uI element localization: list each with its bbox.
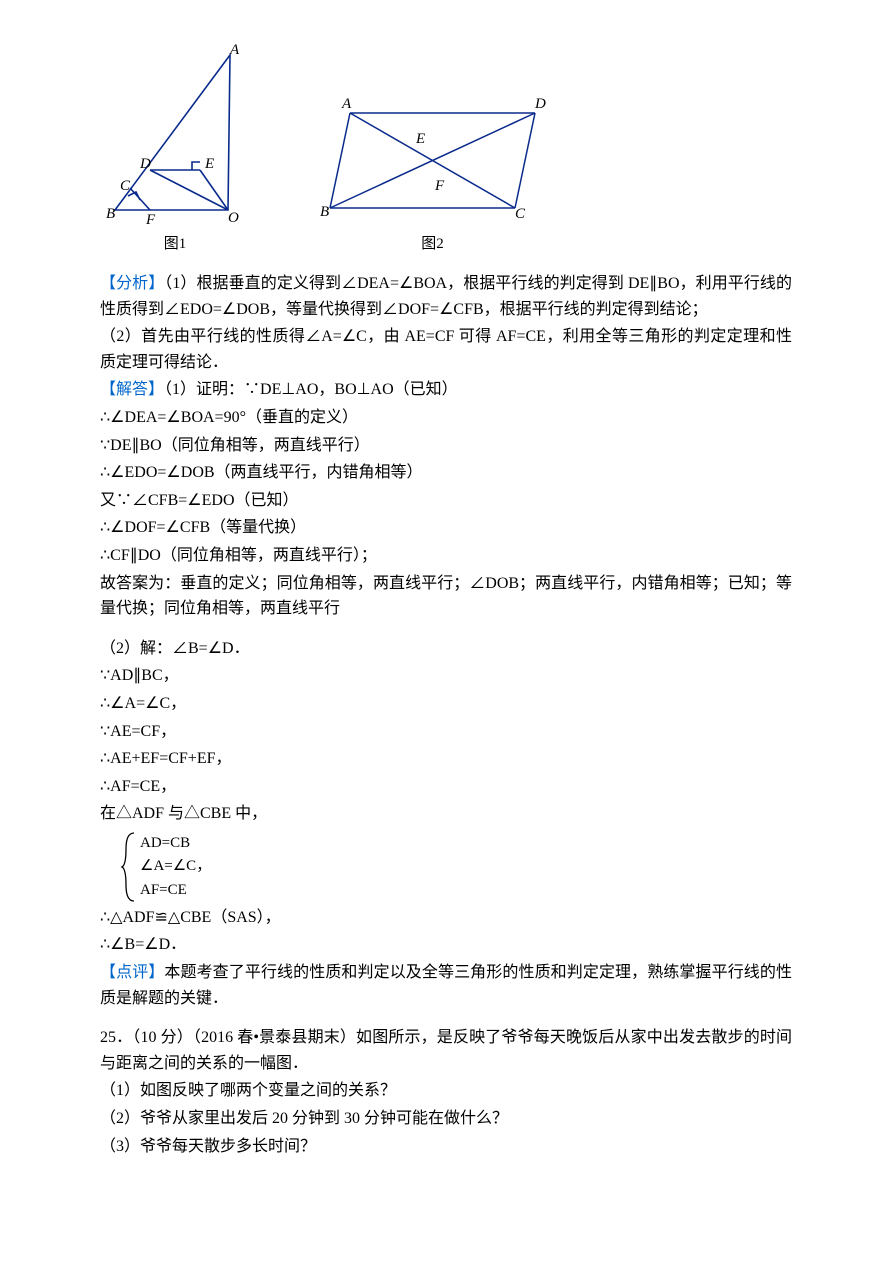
analysis-p1: 【分析】（1）根据垂直的定义得到∠DEA=∠BOA，根据平行线的判定得到 DE∥… [100, 271, 792, 322]
analysis-p2: （2）首先由平行线的性质得∠A=∠C，由 AE=CF 可得 AF=CE，利用全等… [100, 324, 792, 375]
brace-row-1: AD=CB [138, 832, 211, 855]
part2-l8: ∴∠B=∠D． [100, 932, 792, 958]
solve-l5: ∴∠DOF=∠CFB（等量代换） [100, 515, 792, 541]
svg-text:C: C [515, 206, 526, 222]
solve-l4: 又∵∠CFB=∠EDO（已知） [100, 488, 792, 514]
solve-label: 【解答】 [100, 381, 164, 398]
q25-q2: （2）爷爷从家里出发后 20 分钟到 30 分钟可能在做什么？ [100, 1106, 792, 1132]
figure-2-svg: A D B C E F [310, 88, 555, 228]
analysis-p1-text: （1）根据垂直的定义得到∠DEA=∠BOA，根据平行线的判定得到 DE∥BO，利… [100, 275, 792, 318]
svg-text:A: A [229, 42, 240, 58]
svg-text:F: F [145, 212, 156, 228]
solve-l1: ∴∠DEA=∠BOA=90°（垂直的定义） [100, 405, 792, 431]
svg-text:C: C [120, 178, 131, 194]
solve-l6: ∴CF∥DO（同位角相等，两直线平行）； [100, 543, 792, 569]
solve-lead: 【解答】（1）证明：∵DE⊥AO，BO⊥AO（已知） [100, 377, 792, 403]
svg-text:A: A [341, 96, 352, 112]
comment-label: 【点评】 [100, 964, 164, 981]
analysis-label: 【分析】 [100, 275, 164, 292]
figure-1-caption: 图1 [164, 232, 187, 256]
svg-text:F: F [434, 178, 445, 194]
figure-2-caption: 图2 [421, 232, 444, 256]
svg-text:D: D [534, 96, 546, 112]
brace-row-3: AF=CE [138, 879, 211, 902]
comment: 【点评】本题考查了平行线的性质和判定以及全等三角形的性质和判定定理，熟练掌握平行… [100, 960, 792, 1011]
brace-block: AD=CB ∠A=∠C， AF=CE [120, 831, 792, 903]
q25-q1: （1）如图反映了哪两个变量之间的关系？ [100, 1078, 792, 1104]
figure-1: A D E C B F O 图1 [100, 40, 250, 256]
part2-l7: ∴△ADF≌△CBE（SAS）， [100, 905, 792, 931]
svg-text:B: B [106, 206, 115, 222]
part2-l2: ∴∠A=∠C， [100, 691, 792, 717]
part2-l5: ∴AF=CE， [100, 774, 792, 800]
solve-l7: 故答案为：垂直的定义；同位角相等，两直线平行；∠DOB；两直线平行，内错角相等；… [100, 571, 792, 622]
figure-1-svg: A D E C B F O [100, 40, 250, 228]
solve-lead-text: （1）证明：∵DE⊥AO，BO⊥AO（已知） [164, 381, 458, 398]
figure-2: A D B C E F 图2 [310, 88, 555, 256]
svg-text:O: O [228, 210, 239, 226]
svg-text:B: B [320, 204, 329, 220]
part2-l3: ∵AE=CF， [100, 719, 792, 745]
brace-icon [120, 831, 138, 903]
svg-text:D: D [139, 156, 151, 172]
svg-text:E: E [204, 156, 214, 172]
part2-l1: ∵AD∥BC， [100, 663, 792, 689]
part2-l4: ∴AE+EF=CF+EF， [100, 746, 792, 772]
svg-text:E: E [415, 131, 425, 147]
figures-row: A D E C B F O 图1 [100, 40, 792, 256]
q25-q3: （3）爷爷每天散步多长时间？ [100, 1134, 792, 1160]
part2-l6: 在△ADF 与△CBE 中， [100, 801, 792, 827]
brace-row-2: ∠A=∠C， [138, 855, 211, 878]
solve-l2: ∵DE∥BO（同位角相等，两直线平行） [100, 433, 792, 459]
q25-head: 25．（10 分）（2016 春•景泰县期末）如图所示，是反映了爷爷每天晚饭后从… [100, 1025, 792, 1076]
part2-head: （2）解：∠B=∠D． [100, 636, 792, 662]
solve-l3: ∴∠EDO=∠DOB（两直线平行，内错角相等） [100, 460, 792, 486]
comment-text: 本题考查了平行线的性质和判定以及全等三角形的性质和判定定理，熟练掌握平行线的性质… [100, 964, 792, 1007]
